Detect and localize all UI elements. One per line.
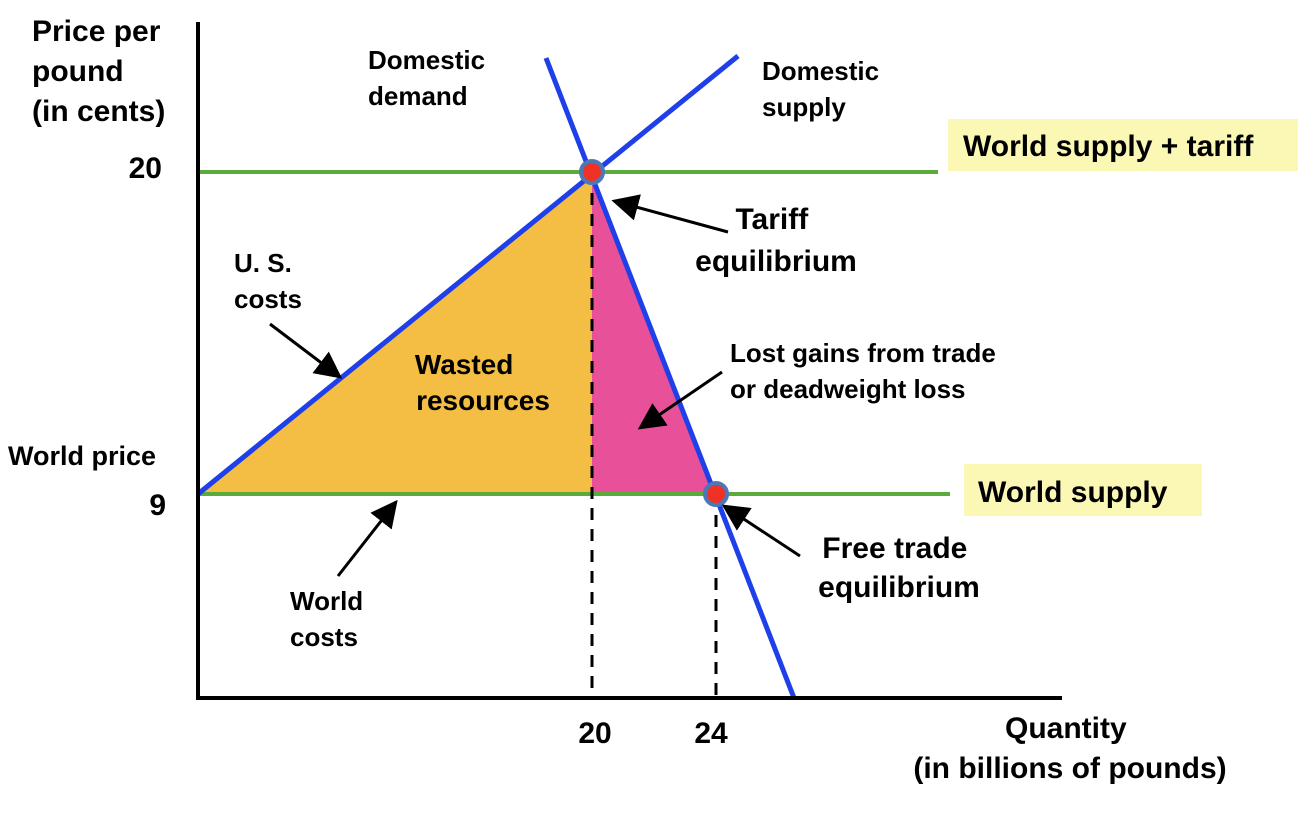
free-trade-equilibrium-label-line: equilibrium: [818, 571, 980, 604]
x-tick-label: 24: [694, 717, 728, 750]
y-axis-title-line: (in cents): [32, 95, 165, 128]
x-axis-title-line: (in billions of pounds): [913, 752, 1226, 785]
y-axis-title-line: Price per: [32, 15, 161, 48]
us-costs-label-line: U. S.: [234, 248, 292, 278]
world-supply-tariff-box: [948, 119, 1298, 171]
tariff-equilibrium-label-line: Tariff: [735, 203, 809, 236]
world-supply-box: [964, 464, 1202, 516]
x-tick-label: 20: [578, 717, 611, 750]
world-price-label: World price: [8, 441, 156, 471]
tariff-equilibrium-arrow: [611, 194, 729, 234]
y-tick-label: 20: [129, 152, 162, 185]
world-supply-label: World supply: [978, 476, 1168, 509]
tariff-equilibrium-point: [579, 159, 605, 185]
domestic-supply-label-line: Domestic: [762, 56, 879, 86]
wasted-resources-label: Wasted resources: [415, 349, 550, 416]
y-axis-title: Price per pound (in cents): [32, 15, 169, 128]
world-costs-arrow: [336, 499, 398, 577]
wasted-resources-label-line: Wasted: [415, 349, 514, 380]
deadweight-loss-label-line: Lost gains from trade: [730, 338, 996, 368]
world-supply-tariff-label: World supply + tariff: [963, 130, 1254, 163]
world-costs-label-line: World: [290, 586, 363, 616]
deadweight-loss-label-line: or deadweight loss: [730, 374, 966, 404]
us-costs-label-line: costs: [234, 284, 302, 314]
deadweight-loss-label: Lost gains from trade or deadweight loss: [730, 338, 1003, 404]
tariff-equilibrium-label-line: equilibrium: [695, 245, 857, 278]
world-costs-label-line: costs: [290, 622, 358, 652]
wasted-resources-label-line: resources: [416, 385, 550, 416]
free-trade-equilibrium-arrow: [721, 504, 801, 558]
domestic-supply-label: Domestic supply: [762, 56, 886, 122]
domestic-demand-label-line: Domestic: [368, 45, 485, 75]
free-trade-equilibrium-label-line: Free trade: [822, 532, 967, 565]
domestic-demand-label-line: demand: [368, 81, 468, 111]
us-costs-arrow: [269, 322, 343, 379]
free-trade-equilibrium-label: Free trade equilibrium: [818, 532, 980, 604]
us-costs-label: U. S. costs: [234, 248, 302, 314]
x-axis-title: Quantity (in billions of pounds): [913, 712, 1226, 785]
tariff-equilibrium-label: Tariff equilibrium: [695, 203, 857, 278]
domestic-demand-label: Domestic demand: [368, 45, 492, 111]
y-tick-label: 9: [149, 489, 166, 522]
y-axis-title-line: pound: [32, 55, 124, 88]
free-trade-equilibrium-point: [703, 481, 729, 507]
x-axis-title-line: Quantity: [1005, 712, 1127, 745]
domestic-supply-curve: [196, 54, 740, 496]
deadweight-loss-arrow: [637, 370, 723, 430]
world-costs-label: World costs: [290, 586, 370, 652]
domestic-supply-label-line: supply: [762, 92, 846, 122]
